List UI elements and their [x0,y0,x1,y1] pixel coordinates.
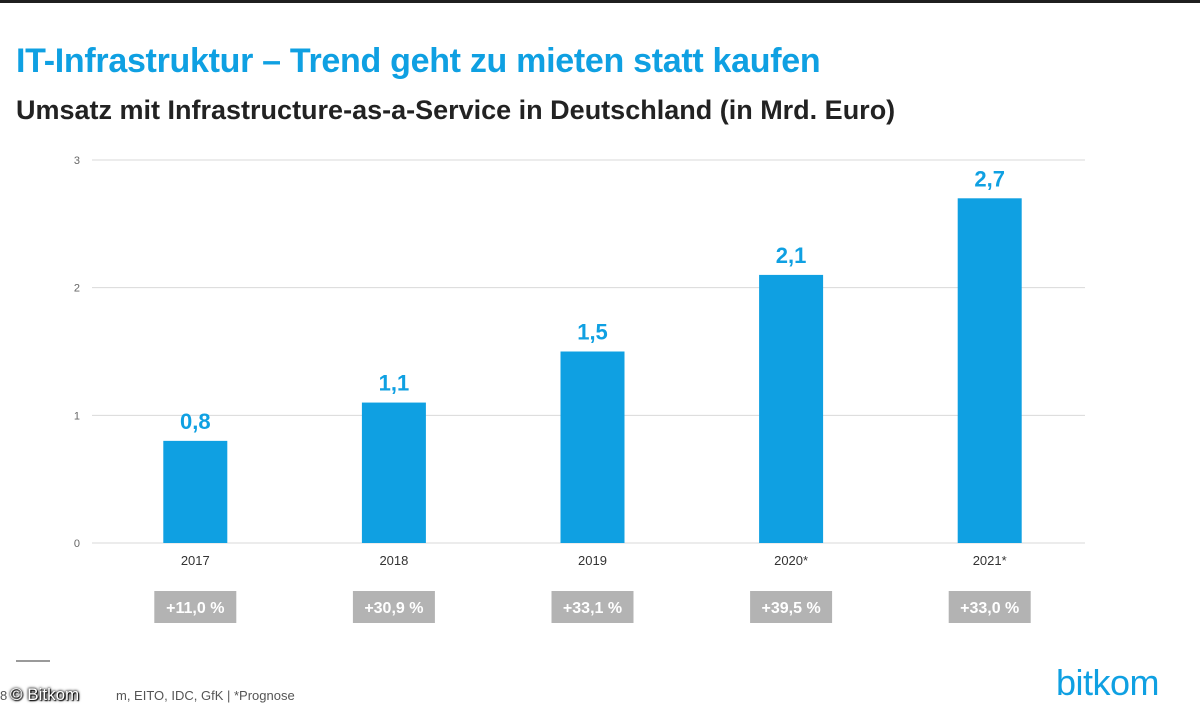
data-label: 2,7 [974,166,1005,191]
growth-badge [154,591,237,623]
data-label: 2,1 [776,243,807,268]
growth-label: +30,9 % [364,600,423,617]
y-tick-label: 1 [74,410,80,422]
copyright-watermark: © Bitkom [10,685,80,704]
chart-subtitle: Umsatz mit Infrastructure-as-a-Service i… [16,95,896,125]
x-tick-label: 2021* [973,553,1007,568]
chart-title: IT-Infrastruktur – Trend geht zu mieten … [16,42,821,80]
growth-badge [551,591,634,623]
bitkom-logo: bitkom [1056,662,1160,703]
x-tick-label: 2020* [774,553,808,568]
bar [361,402,426,543]
data-label: 1,5 [577,320,608,345]
footer-rule [16,660,50,662]
growth-label: +39,5 % [762,600,821,617]
page-number: 8 [0,688,8,703]
data-label: 1,1 [379,371,410,396]
y-tick-label: 2 [74,283,80,295]
growth-badge [352,591,435,623]
growth-badge [750,591,833,623]
data-label: 0,8 [180,409,211,434]
bar [163,440,228,543]
x-tick-label: 2019 [578,553,607,568]
y-tick-label: 0 [74,538,80,550]
growth-label: +33,0 % [960,600,1019,617]
source-note: m, EITO, IDC, GfK | *Prognose [116,688,295,703]
growth-badge [948,591,1031,623]
bar [957,198,1022,544]
growth-label: +11,0 % [166,600,224,617]
x-tick-label: 2017 [181,553,210,568]
x-tick-label: 2018 [379,553,408,568]
top-rule [0,0,1200,3]
bar [759,274,824,543]
bar-chart: 0 1 2 3 0,8 2017 +11,0 % 1,1 2018 +30,9 % 1,5 2019 +… [74,155,1085,623]
bar [560,351,625,543]
y-tick-label: 3 [74,155,80,167]
growth-label: +33,1 % [563,600,622,617]
